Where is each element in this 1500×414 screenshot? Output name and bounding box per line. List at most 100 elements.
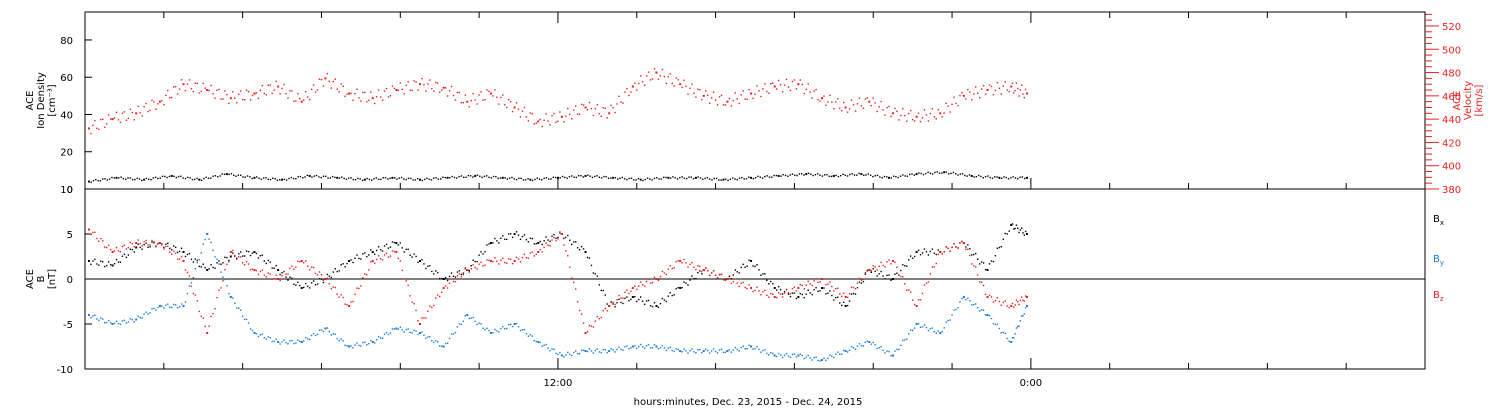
data-point [772,352,774,355]
data-point [314,272,317,275]
data-point [433,273,435,275]
data-point [1018,95,1020,97]
data-point [102,118,104,121]
data-point [1018,303,1020,306]
data-point [320,176,322,179]
data-point [261,333,264,335]
data-point [186,271,189,274]
data-point [472,176,474,178]
data-point [300,100,303,103]
data-point [705,348,707,350]
data-point [803,296,805,299]
data-point [104,178,106,180]
data-point [460,175,463,177]
data-point [890,263,892,265]
data-point [170,174,173,177]
data-point [746,265,748,267]
data-point [525,256,528,259]
data-point [485,175,488,177]
data-point [952,171,955,174]
data-point [322,279,325,282]
data-point [876,174,879,177]
data-point [795,290,798,292]
data-point [746,288,748,290]
data-point [962,242,965,244]
data-point [409,254,411,256]
data-point [785,352,788,355]
data-point [366,273,368,276]
data-point [486,259,488,261]
data-point [326,72,329,75]
data-point [823,174,826,176]
data-point [731,177,734,179]
data-point [111,251,114,253]
data-point [184,269,187,271]
data-point [900,344,902,347]
data-point [320,273,323,276]
data-point [777,291,780,294]
data-point [316,283,319,285]
data-point [868,341,871,343]
data-point [492,260,494,263]
data-point [651,78,654,80]
data-point [476,268,478,270]
data-point [273,89,275,91]
data-point [773,296,776,298]
data-point [295,177,297,180]
data-point [618,95,620,97]
data-point [336,270,338,273]
data-point [941,330,943,333]
data-point [484,251,486,253]
data-point [149,312,151,314]
data-point [575,176,578,179]
data-point [986,269,989,271]
data-point [787,291,790,294]
data-point [157,103,159,105]
data-point [899,175,902,177]
data-point [628,292,630,294]
data-point [226,256,228,259]
data-point [149,109,151,112]
data-point [401,269,403,272]
data-point [316,274,319,276]
data-point [380,178,382,181]
data-point [218,263,220,265]
data-point [708,102,711,104]
bfield-tick-label: 5 [67,230,73,241]
data-point [1014,89,1016,92]
data-point [263,260,266,262]
data-point [657,78,660,80]
data-point [699,270,701,272]
data-point [549,245,551,247]
data-point [773,174,775,177]
data-point [330,287,333,290]
data-point [371,341,374,343]
data-point [1014,227,1016,230]
data-point [659,75,662,77]
data-point [1011,302,1014,305]
data-point [894,273,896,275]
data-point [931,327,934,329]
data-point [293,100,295,102]
data-point [134,178,136,181]
data-point [111,118,114,121]
data-point [398,177,401,179]
data-point [332,271,334,273]
data-point [638,82,640,85]
data-point [94,258,96,261]
data-point [677,78,679,81]
data-point [966,175,968,177]
data-point [923,284,926,286]
data-point [125,178,127,181]
data-point [633,179,635,181]
data-point [1024,88,1027,91]
data-point [299,284,301,287]
data-point [464,315,467,317]
data-point [405,84,407,87]
data-point [851,173,853,175]
data-point [253,176,256,179]
data-point [151,239,153,242]
data-point [127,117,130,120]
data-point [781,293,784,295]
data-point [98,319,100,322]
